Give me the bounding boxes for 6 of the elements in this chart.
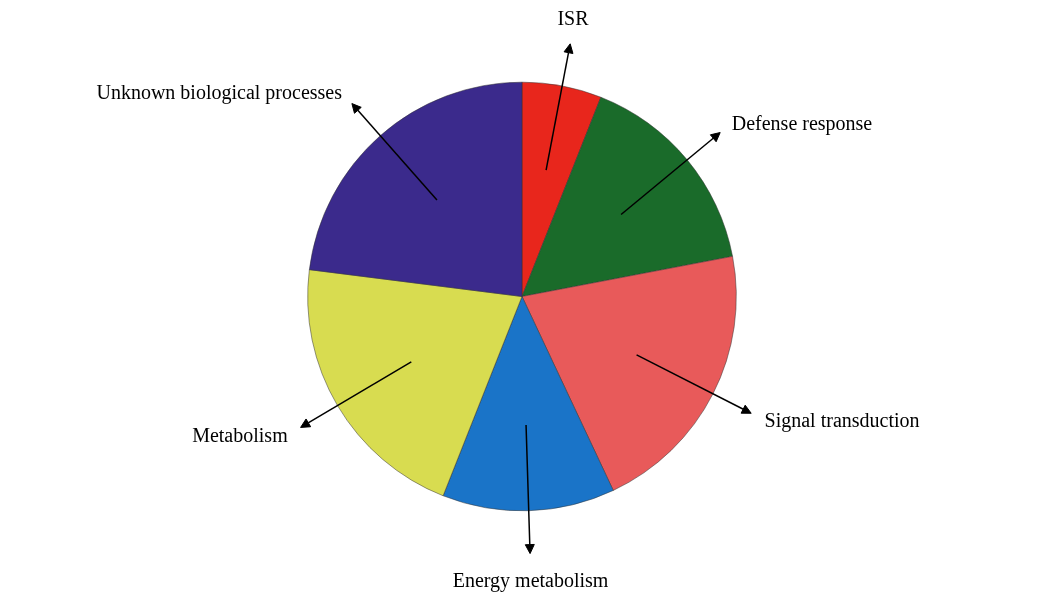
slice-label: Unknown biological processes <box>96 81 343 105</box>
slice-label: Metabolism <box>192 424 289 447</box>
slice-label: ISR <box>557 7 590 30</box>
slice-label: Defense response <box>731 111 873 135</box>
slice-label: Energy metabolism <box>452 568 609 592</box>
slice-label: Signal transduction <box>764 409 920 433</box>
